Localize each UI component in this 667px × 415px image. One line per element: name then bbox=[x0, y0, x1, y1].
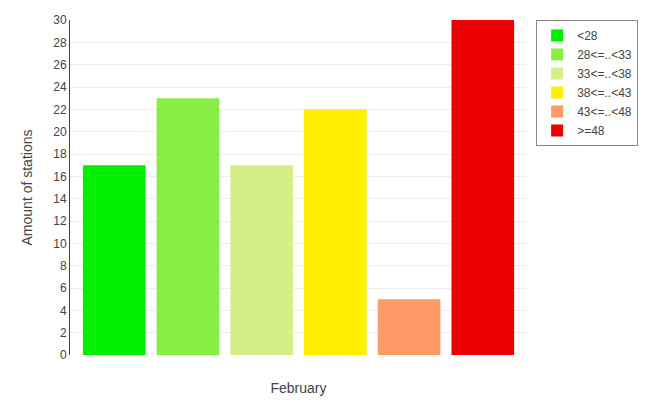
svg-text:0: 0 bbox=[60, 348, 67, 362]
svg-text:28: 28 bbox=[53, 36, 67, 50]
svg-text:38<=..<43: 38<=..<43 bbox=[577, 86, 632, 100]
svg-text:20: 20 bbox=[53, 125, 67, 139]
svg-text:22: 22 bbox=[53, 103, 67, 117]
svg-text:24: 24 bbox=[53, 80, 67, 94]
svg-text:16: 16 bbox=[53, 170, 67, 184]
svg-text:4: 4 bbox=[60, 304, 67, 318]
svg-text:<28: <28 bbox=[577, 29, 598, 43]
svg-text:10: 10 bbox=[53, 237, 67, 251]
svg-text:8: 8 bbox=[60, 259, 67, 273]
svg-text:12: 12 bbox=[53, 214, 67, 228]
svg-text:18: 18 bbox=[53, 147, 67, 161]
svg-text:>=48: >=48 bbox=[577, 124, 605, 138]
svg-text:Amount of stations: Amount of stations bbox=[19, 130, 35, 246]
svg-text:30: 30 bbox=[53, 13, 67, 27]
svg-text:28<=..<33: 28<=..<33 bbox=[577, 48, 632, 62]
svg-text:14: 14 bbox=[53, 192, 67, 206]
svg-text:6: 6 bbox=[60, 281, 67, 295]
svg-text:2: 2 bbox=[60, 326, 67, 340]
svg-text:26: 26 bbox=[53, 58, 67, 72]
svg-text:43<=..<48: 43<=..<48 bbox=[577, 105, 632, 119]
svg-text:February: February bbox=[270, 380, 326, 396]
svg-text:33<=..<38: 33<=..<38 bbox=[577, 67, 632, 81]
